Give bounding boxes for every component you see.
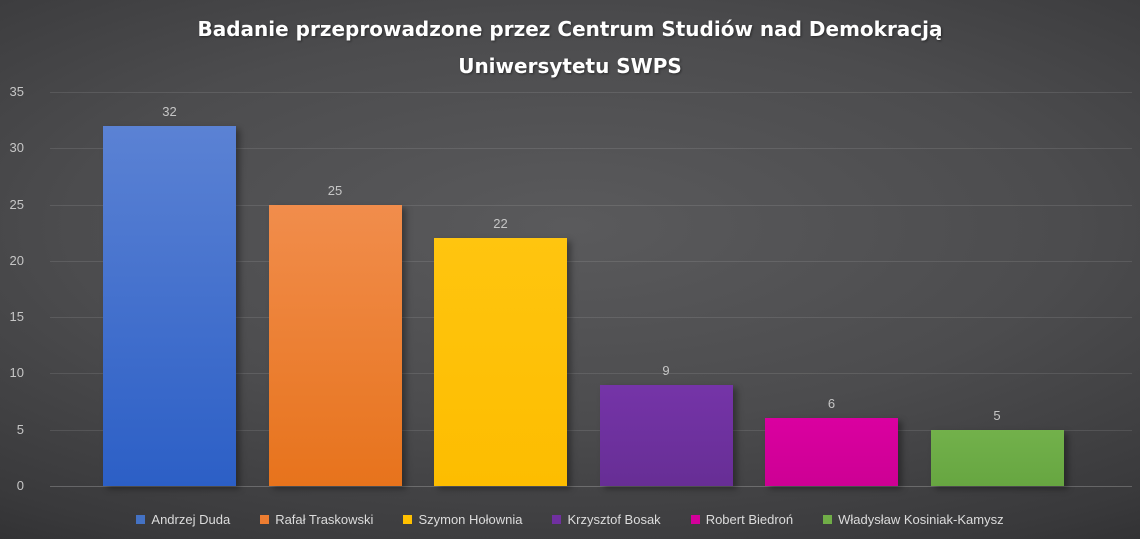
bar-value-label: 22 [493, 216, 508, 232]
bar [434, 238, 567, 486]
y-axis-tick-label: 25 [9, 196, 24, 212]
legend-swatch [690, 515, 700, 524]
legend-swatch [823, 515, 833, 524]
bar-value-label: 25 [327, 182, 343, 198]
y-axis-tick-label: 10 [9, 365, 24, 381]
bar-value-label: 9 [662, 362, 670, 378]
chart-title-line-1: Badanie przeprowadzone przez Centrum Stu… [197, 17, 943, 41]
gridline [50, 260, 1132, 262]
chart-title-line-2: Uniwersytetu SWPS [458, 54, 682, 78]
legend-label: Władysław Kosiniak-Kamysz [838, 512, 1004, 527]
legend-label: Krzysztof Bosak [567, 512, 661, 527]
legend-swatch [403, 515, 413, 524]
legend-swatch [260, 515, 270, 524]
bar-value-label: 5 [993, 407, 1001, 423]
bar-value-label: 32 [162, 103, 177, 119]
bar [599, 384, 733, 486]
legend-item: Andrzej Duda [136, 512, 230, 527]
gridline [50, 429, 1132, 431]
legend-item: Rafał Traskowski [260, 512, 373, 527]
legend-label: Robert Biedroń [705, 512, 794, 527]
legend-item: Krzysztof Bosak [552, 512, 661, 527]
gridline [50, 148, 1132, 150]
bar [930, 429, 1064, 486]
gridline [50, 486, 1132, 487]
legend: Andrzej Duda Rafał Traskowski Szymon Hołow… [0, 512, 1140, 527]
gridline [50, 373, 1132, 375]
legend-swatch [136, 515, 146, 524]
legend-label: Andrzej Duda [151, 512, 231, 527]
y-axis-tick-label: 0 [16, 478, 24, 493]
legend-item: Szymon Hołownia [403, 512, 522, 527]
legend-label: Szymon Hołownia [418, 512, 523, 527]
gridline [50, 204, 1132, 206]
legend-item: Władysław Kosiniak-Kamysz [823, 512, 1004, 527]
legend-swatch [552, 515, 562, 524]
y-axis-tick-label: 15 [9, 309, 24, 325]
gridline [50, 92, 1132, 93]
chart-title: Badanie przeprowadzone przez Centrum Stu… [0, 11, 1140, 85]
gridline [50, 317, 1132, 319]
bar-value-label: 6 [827, 396, 836, 412]
legend-label: Rafał Traskowski [275, 512, 374, 527]
bar [268, 204, 402, 486]
bar [103, 125, 236, 486]
y-axis-tick-label: 5 [16, 421, 24, 437]
legend-item: Robert Biedroń [690, 512, 794, 527]
y-axis-tick-label: 20 [9, 252, 24, 268]
y-axis-tick-label: 30 [9, 140, 24, 156]
y-axis-tick-label: 35 [9, 84, 24, 99]
bar [765, 418, 898, 486]
